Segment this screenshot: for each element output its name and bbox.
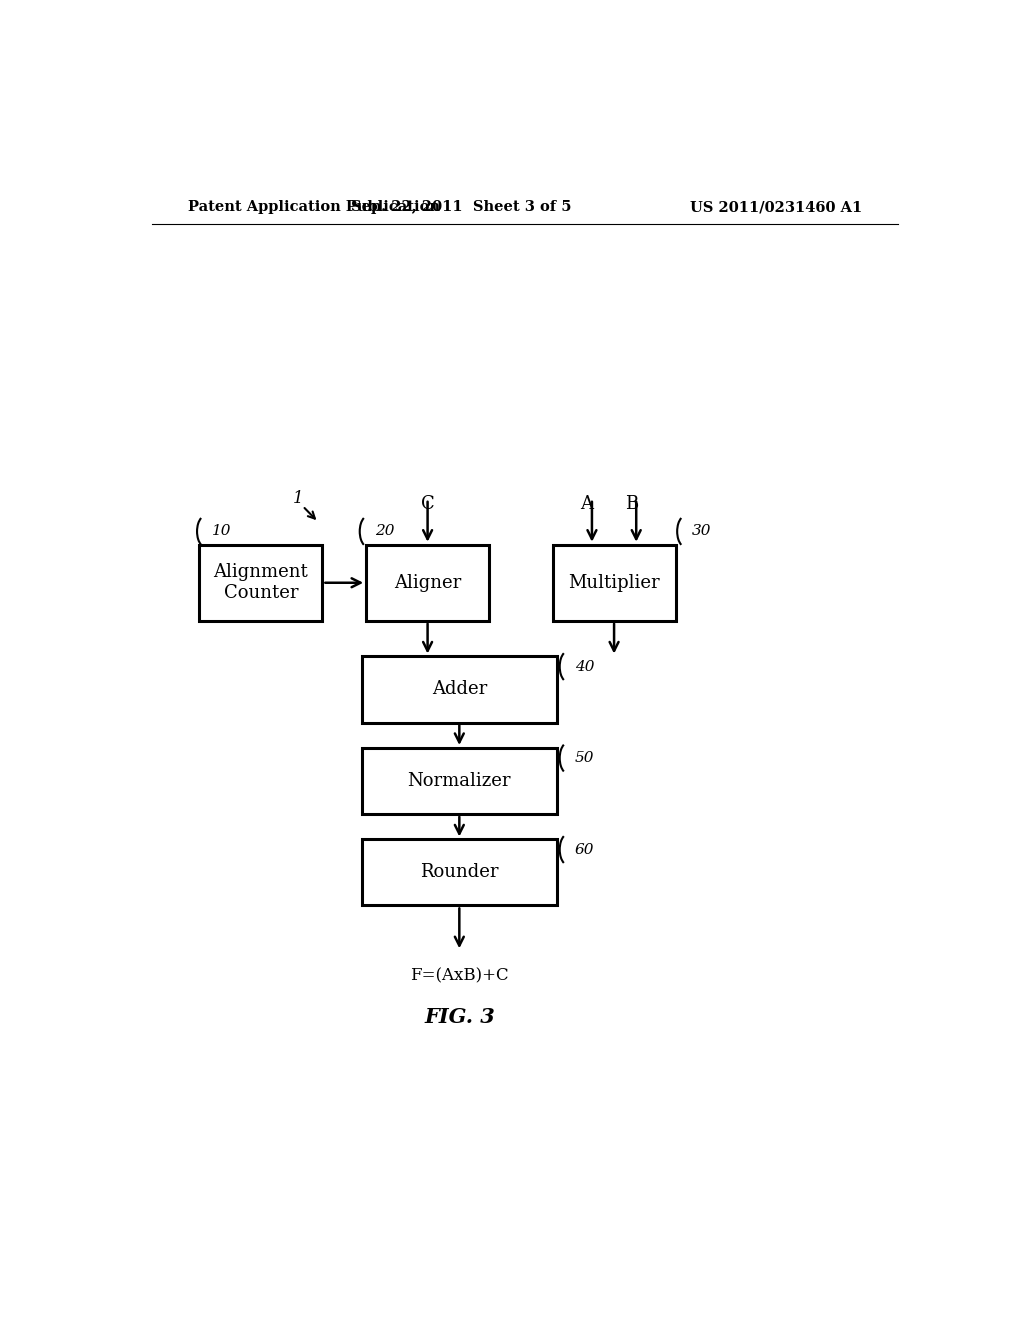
Text: Patent Application Publication: Patent Application Publication bbox=[187, 201, 439, 214]
FancyBboxPatch shape bbox=[553, 545, 676, 620]
Text: 40: 40 bbox=[574, 660, 594, 673]
Text: Alignment
Counter: Alignment Counter bbox=[214, 564, 308, 602]
Text: 50: 50 bbox=[574, 751, 594, 766]
Text: Normalizer: Normalizer bbox=[408, 772, 511, 789]
Text: US 2011/0231460 A1: US 2011/0231460 A1 bbox=[690, 201, 862, 214]
Text: 30: 30 bbox=[692, 524, 712, 539]
Text: 60: 60 bbox=[574, 842, 594, 857]
Text: 20: 20 bbox=[375, 524, 394, 539]
Text: Sep. 22, 2011  Sheet 3 of 5: Sep. 22, 2011 Sheet 3 of 5 bbox=[351, 201, 571, 214]
FancyBboxPatch shape bbox=[367, 545, 489, 620]
FancyBboxPatch shape bbox=[362, 748, 557, 814]
Text: Adder: Adder bbox=[432, 681, 487, 698]
Text: Rounder: Rounder bbox=[420, 863, 499, 882]
Text: Multiplier: Multiplier bbox=[568, 574, 659, 591]
Text: B: B bbox=[626, 495, 639, 513]
Text: FIG. 3: FIG. 3 bbox=[424, 1007, 495, 1027]
Text: F=(AxB)+C: F=(AxB)+C bbox=[411, 968, 509, 985]
FancyBboxPatch shape bbox=[362, 656, 557, 722]
Text: C: C bbox=[421, 495, 435, 513]
FancyBboxPatch shape bbox=[200, 545, 323, 620]
Text: 10: 10 bbox=[212, 524, 231, 539]
Text: Aligner: Aligner bbox=[394, 574, 461, 591]
FancyBboxPatch shape bbox=[362, 840, 557, 906]
Text: 1: 1 bbox=[293, 491, 304, 507]
Text: A: A bbox=[581, 495, 593, 513]
